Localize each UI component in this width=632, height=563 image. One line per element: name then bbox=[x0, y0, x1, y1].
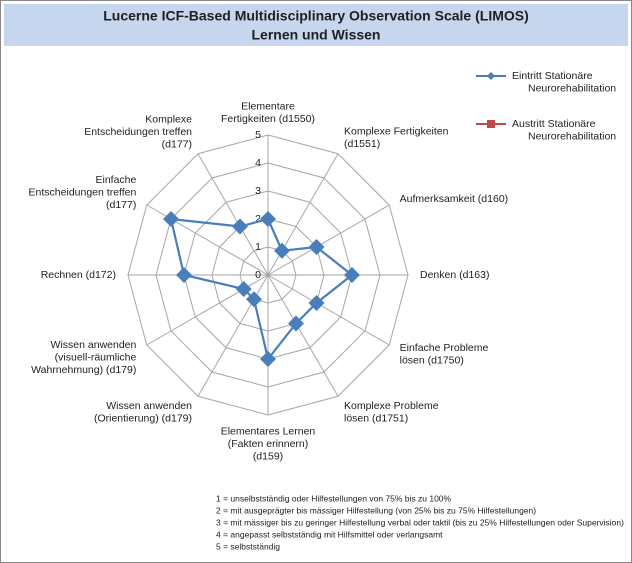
r-tick-label: 2 bbox=[255, 213, 261, 225]
point bbox=[235, 281, 252, 297]
legend-marker bbox=[487, 120, 495, 128]
category-label: Wissen anwenden (Orientierung) (d179) bbox=[94, 400, 192, 425]
category-label: Einfache Entscheidungen treffen (d177) bbox=[29, 174, 137, 211]
point bbox=[176, 267, 192, 283]
point bbox=[288, 315, 304, 332]
title-box bbox=[4, 4, 628, 46]
legend-marker bbox=[487, 72, 495, 80]
spoke bbox=[267, 274, 339, 397]
category-label: Aufmerksamkeit (d160) bbox=[400, 193, 509, 205]
point bbox=[274, 242, 290, 259]
legend-label: Austritt Stationäre Neurorehabilitation bbox=[512, 118, 616, 143]
point bbox=[260, 211, 276, 227]
category-label: Komplexe Fertigkeiten (d1551) bbox=[344, 125, 449, 150]
r-tick-label: 5 bbox=[255, 129, 261, 141]
footnote: 1 = unselbstständig oder Hilfestellungen… bbox=[216, 493, 452, 503]
category-label: Einfache Probleme lösen (d1750) bbox=[400, 342, 489, 367]
spoke bbox=[267, 274, 390, 346]
chart-title: Lucerne ICF-Based Multidisciplinary Obse… bbox=[103, 8, 529, 24]
category-label: Elementare Fertigkeiten (d1550) bbox=[221, 100, 315, 125]
footnote: 5 = selbstständig bbox=[216, 541, 280, 551]
point bbox=[308, 239, 325, 255]
legend-label: Eintritt Stationäre Neurorehabilitation bbox=[512, 70, 616, 95]
category-label: Komplexe Probleme lösen (d1751) bbox=[344, 400, 439, 425]
point bbox=[308, 295, 325, 311]
footnote: 4 = angepasst selbstständig mit Hilfsmit… bbox=[216, 529, 443, 539]
point bbox=[260, 351, 276, 367]
chart-subtitle: Lernen und Wissen bbox=[251, 27, 380, 43]
spoke bbox=[267, 204, 390, 276]
category-label: Komplexe Entscheidungen treffen (d177) bbox=[84, 113, 192, 150]
point bbox=[163, 211, 180, 227]
point bbox=[232, 218, 248, 235]
point bbox=[246, 291, 262, 308]
r-tick-label: 1 bbox=[255, 241, 261, 253]
category-label: Wissen anwenden (visuell-räumliche Wahrneh… bbox=[31, 339, 136, 376]
spoke bbox=[197, 153, 269, 276]
r-tick-label: 4 bbox=[255, 157, 261, 169]
footnote: 2 = mit ausgeprägter bis mässiger Hilfes… bbox=[216, 505, 536, 515]
footnote: 3 = mit mässiger bis zu geringer Hilfest… bbox=[216, 517, 624, 527]
category-label: Elementares Lernen (Fakten erinnern) (d159… bbox=[221, 425, 316, 462]
category-label: Denken (d163) bbox=[420, 269, 489, 281]
category-label: Rechnen (d172) bbox=[41, 269, 116, 281]
point bbox=[344, 267, 360, 283]
r-tick-label: 3 bbox=[255, 185, 261, 197]
r-tick-label: 0 bbox=[255, 269, 261, 281]
